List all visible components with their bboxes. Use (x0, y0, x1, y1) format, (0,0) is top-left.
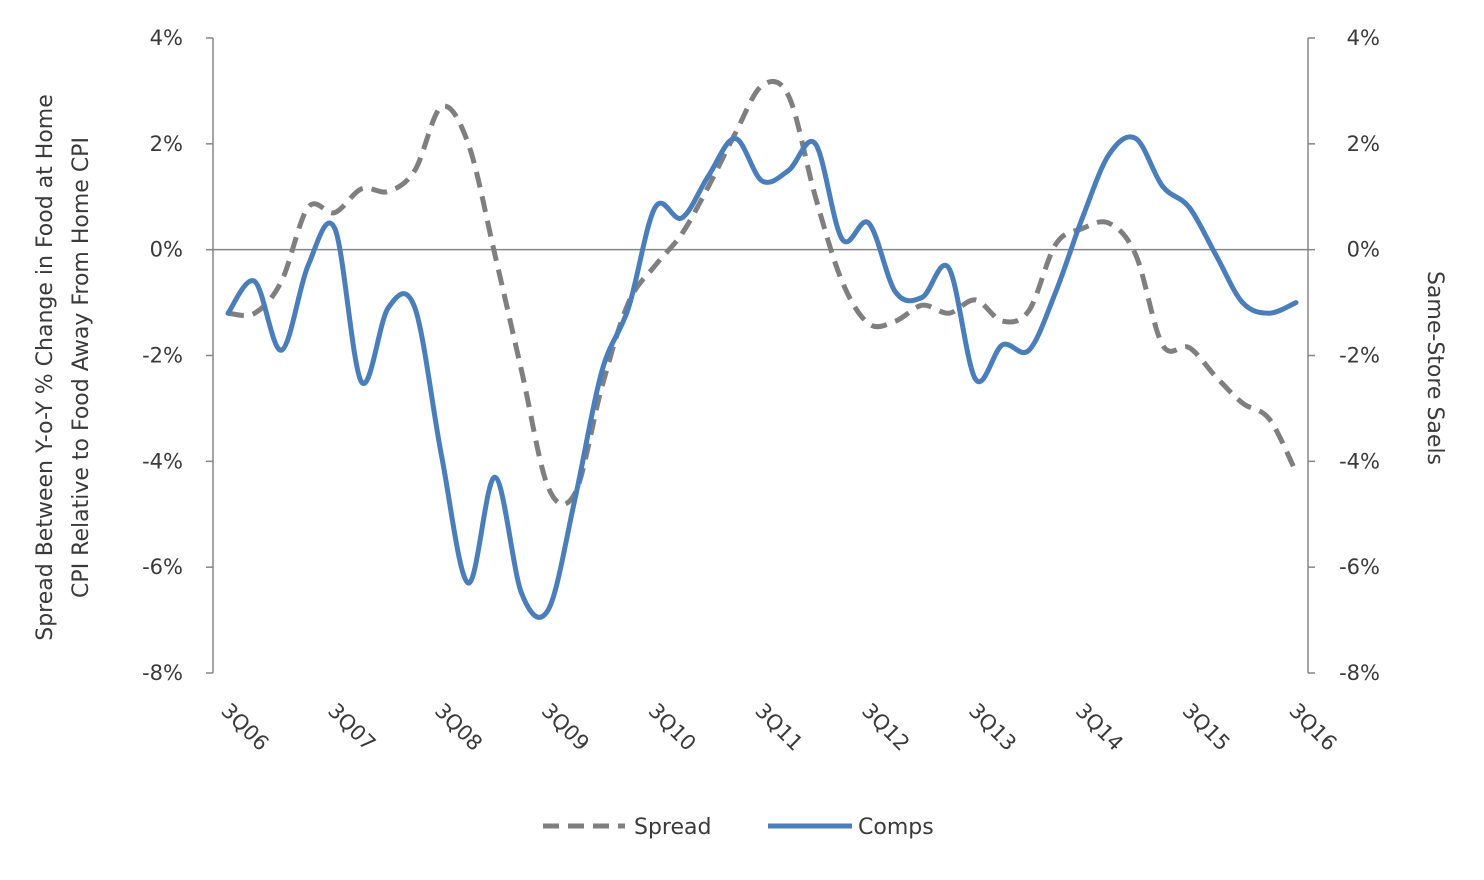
left-tick-label: 0% (150, 238, 183, 262)
comps-series-line (225, 134, 1299, 620)
spread-series-line (227, 78, 1299, 507)
x-tick-label: 3Q08 (430, 699, 487, 756)
right-tick-label: 2% (1347, 132, 1380, 156)
right-axis-title: Same-Store Saels (1422, 271, 1447, 465)
right-tick-label: 4% (1347, 26, 1380, 50)
legend-comps-label: Comps (858, 815, 934, 840)
left-tick-label: 4% (150, 26, 183, 50)
right-tick-label: -4% (1339, 449, 1380, 473)
right-tick-label: -6% (1339, 555, 1380, 579)
x-tick-label: 3Q11 (750, 699, 807, 756)
right-tick-label: -8% (1339, 661, 1380, 685)
x-tick-label: 3Q09 (537, 699, 594, 756)
series-layer (225, 78, 1299, 620)
x-tick-label: 3Q12 (857, 699, 914, 756)
labels-layer: 4% 2% 0% -2% -4% -6% -8% 4% 2% 0% -2% -4% -6% -8% 3Q06… (33, 26, 1447, 756)
x-tick-label: 3Q14 (1071, 699, 1128, 756)
left-axis-title: CPI Relative to Food Away From Home CPI (69, 137, 94, 598)
right-tick-label: 0% (1347, 238, 1380, 262)
legend: Spread Comps (543, 815, 934, 840)
left-axis-title: Spread Between Y-o-Y % Change in Food at… (33, 94, 58, 641)
right-tick-label: -2% (1339, 344, 1380, 368)
x-tick-label: 3Q13 (964, 699, 1021, 756)
axes-layer (206, 37, 1315, 674)
x-tick-label: 3Q06 (216, 699, 273, 756)
left-tick-label: -2% (142, 344, 183, 368)
x-tick-label: 3Q15 (1178, 699, 1235, 756)
left-tick-label: -6% (142, 555, 183, 579)
x-tick-label: 3Q16 (1284, 699, 1341, 756)
x-tick-label: 3Q07 (323, 699, 380, 756)
left-tick-label: 2% (150, 132, 183, 156)
x-tick-label: 3Q10 (644, 699, 701, 756)
left-tick-label: -8% (142, 661, 183, 685)
left-tick-label: -4% (142, 449, 183, 473)
legend-spread-label: Spread (634, 815, 711, 840)
